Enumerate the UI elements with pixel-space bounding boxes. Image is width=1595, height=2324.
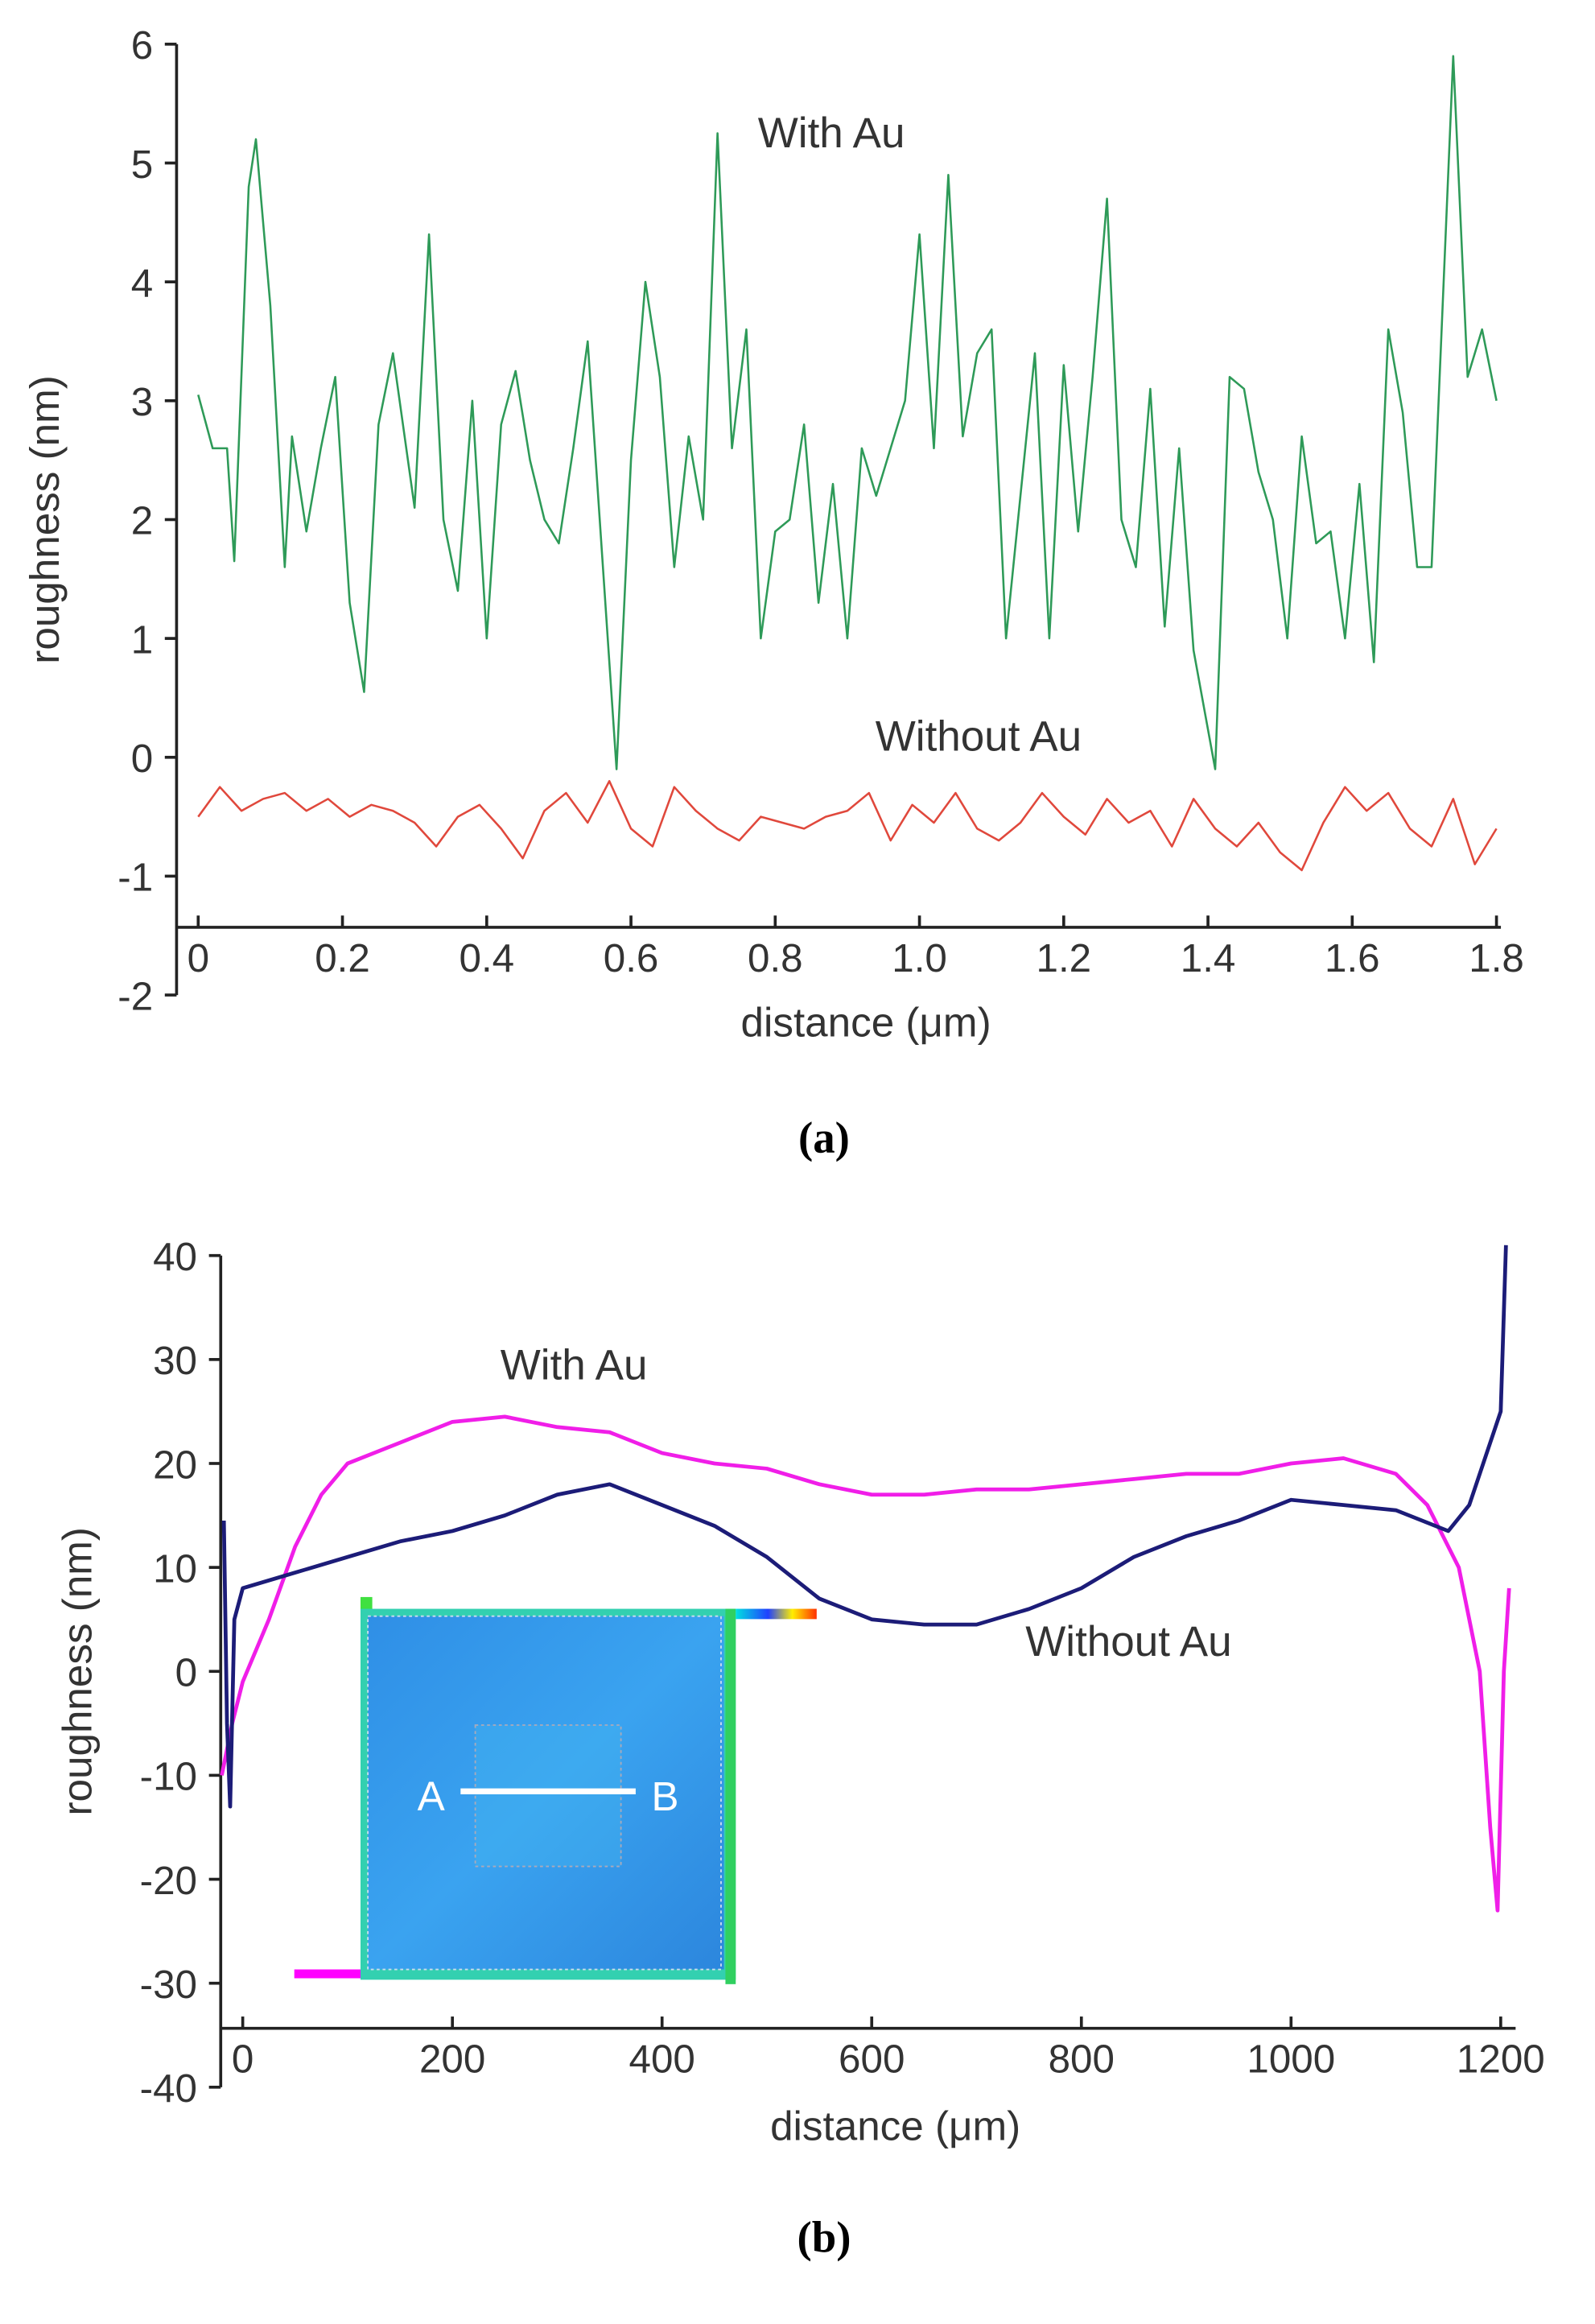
inset-bar (725, 1608, 736, 1984)
series-label: Without Au (1025, 1618, 1231, 1666)
series-label: With Au (501, 1341, 648, 1389)
x-tick-label: 0.8 (748, 936, 803, 980)
y-tick-label: -1 (117, 856, 153, 900)
y-tick-label: -10 (140, 1755, 197, 1799)
x-tick-label: 1.0 (892, 936, 947, 980)
data-line (221, 1245, 1508, 1809)
x-tick-label: 0.2 (315, 936, 370, 980)
data-line (220, 1414, 1511, 1913)
x-axis-label: distance (μm) (741, 999, 991, 1045)
y-tick-label: -30 (140, 1963, 197, 2007)
x-tick-label: 600 (839, 2037, 905, 2082)
inset-selection (474, 1724, 622, 1868)
y-tick-label: 0 (131, 737, 153, 781)
inset-label: B (651, 1773, 678, 1819)
series-label: Without Au (876, 713, 1082, 761)
panel-caption: (a) (798, 1113, 850, 1162)
y-tick-label: 5 (131, 142, 153, 187)
y-tick-label: -40 (140, 2066, 197, 2111)
inset-bar (294, 1969, 365, 1979)
y-tick-label: 4 (131, 261, 153, 305)
y-tick-label: 20 (153, 1443, 197, 1487)
inset-label: A (418, 1773, 446, 1819)
inset-image: A B (294, 1596, 817, 1984)
x-tick-label: 0 (232, 2037, 253, 2082)
panel-caption: (b) (797, 2213, 851, 2262)
data-line (197, 55, 1498, 770)
x-tick-label: 1.4 (1181, 936, 1236, 980)
inset-bar (360, 1596, 373, 1612)
x-axis-label: distance (μm) (770, 2103, 1020, 2149)
y-axis-label: roughness (nm) (54, 1527, 100, 1815)
data-line (197, 780, 1498, 872)
x-tick-label: 1000 (1247, 2037, 1335, 2082)
x-tick-label: 800 (1049, 2037, 1115, 2082)
x-tick-label: 200 (419, 2037, 485, 2082)
y-axis-label: roughness (nm) (22, 375, 68, 663)
y-tick-label: 40 (153, 1235, 197, 1279)
x-tick-label: 0 (188, 936, 209, 980)
y-tick-label: 2 (131, 499, 153, 543)
y-tick-label: 10 (153, 1546, 197, 1591)
x-tick-label: 1.6 (1325, 936, 1380, 980)
y-tick-label: 3 (131, 380, 153, 424)
series-label: With Au (758, 109, 905, 157)
x-tick-label: 1.2 (1037, 936, 1092, 980)
y-tick-label: 6 (131, 23, 153, 68)
x-tick-label: 1200 (1457, 2037, 1545, 2082)
y-tick-label: -20 (140, 1859, 197, 1903)
x-tick-label: 400 (629, 2037, 695, 2082)
y-tick-label: -2 (117, 974, 153, 1018)
y-tick-label: 0 (175, 1651, 197, 1695)
y-tick-label: 30 (153, 1339, 197, 1383)
x-tick-label: 0.4 (460, 936, 515, 980)
inset-scale (736, 1608, 817, 1620)
x-tick-label: 0.6 (604, 936, 659, 980)
x-tick-label: 1.8 (1469, 936, 1524, 980)
y-tick-label: 1 (131, 617, 153, 662)
